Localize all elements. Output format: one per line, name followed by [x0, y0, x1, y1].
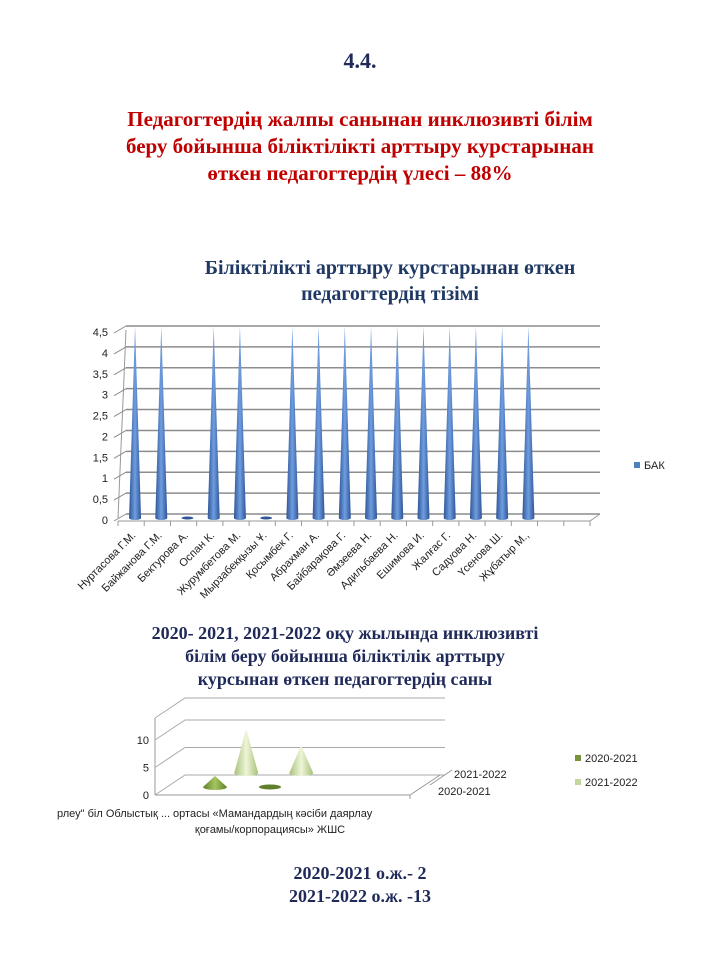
gridline-side [113, 471, 127, 480]
y-tick-label: 3,5 [93, 369, 108, 381]
chart2-title-line: 2020- 2021, 2021-2022 оқу жылында инклюз… [151, 623, 539, 643]
gridline [154, 774, 445, 796]
gridline [154, 697, 445, 719]
section-number: 4.4. [343, 48, 377, 73]
bar-cone [286, 326, 299, 520]
bar-cone [365, 326, 378, 520]
bar-cone [496, 326, 509, 520]
y-tick-label: 5 [143, 763, 149, 775]
bar-cone [259, 784, 281, 790]
legend-label: 2021-2022 [585, 777, 638, 789]
legend-label: БАК [644, 460, 665, 472]
y-tick-label: 1 [102, 473, 108, 485]
gridline-side [113, 409, 127, 417]
depth-label: 2020-2021 [438, 786, 491, 798]
gridline-side [113, 513, 127, 522]
x-axis [155, 774, 441, 799]
gridline-side [113, 450, 127, 459]
bar-cone [203, 776, 227, 790]
y-tick-label: 2 [102, 431, 108, 443]
y-tick-label: 3 [102, 390, 108, 402]
chart1-title: Біліктілікті арттыру курстарынан өткен п… [30, 255, 720, 307]
y-tick-label: 1,5 [93, 452, 108, 464]
bar-cone [443, 326, 456, 520]
gridline-side [113, 325, 127, 334]
bar-cone [155, 326, 168, 520]
bar-cone [312, 326, 325, 520]
bar-cone [417, 326, 430, 520]
footer-line: 2021-2022 о.ж. -13 [288, 886, 432, 906]
footer-line: 2020-2021 о.ж.- 2 [293, 863, 427, 883]
legend-swatch [575, 779, 581, 785]
bar-cone [181, 516, 194, 520]
y-tick-label: 10 [137, 735, 149, 747]
heading: Педагогтердің жалпы санынан инклюзивті б… [0, 106, 720, 187]
bar-cone [391, 326, 404, 520]
heading-line: беру бойынша біліктілікті арттыру курста… [125, 134, 595, 158]
depth-axis [429, 769, 453, 786]
gridline-side [113, 388, 127, 397]
bar-cone [522, 326, 535, 520]
bar-cone [234, 729, 259, 776]
bar-cone [289, 745, 314, 777]
chart1-title-line: педагогтердің тізімі [301, 283, 479, 305]
bar-cone [233, 326, 246, 520]
x-tick-label: рлеу" біл Облыстық ... ортасы «Мамандард… [57, 808, 373, 820]
footer-summary: 2020-2021 о.ж.- 2 2021-2022 о.ж. -13 [0, 862, 720, 908]
chart1-title-line: Біліктілікті арттыру курстарынан өткен [204, 257, 576, 279]
heading-line: Педагогтердің жалпы санынан инклюзивті б… [127, 107, 593, 131]
y-tick-label: 0,5 [93, 494, 108, 506]
bar-cone [469, 326, 482, 520]
gridline-side [113, 346, 127, 355]
depth-label: 2021-2022 [454, 769, 507, 781]
legend-label: 2020-2021 [585, 753, 638, 765]
gridline-side [113, 492, 127, 501]
y-tick-label: 2,5 [93, 411, 108, 423]
gridline-side [113, 430, 127, 438]
x-tick-label: қоғамы/корпорациясы» ЖШС [195, 824, 345, 836]
bar-cone [260, 516, 273, 520]
y-tick-label: 0 [102, 515, 108, 527]
chart2-title-line: білім беру бойынша біліктілік арттыру [185, 646, 505, 666]
heading-line: өткен педагогтердің үлесі – 88% [207, 161, 513, 185]
y-tick-label: 0 [143, 790, 149, 802]
chart2-title: 2020- 2021, 2021-2022 оқу жылында инклюз… [0, 622, 705, 691]
y-tick-label: 4,5 [93, 327, 108, 339]
bar-cone [338, 326, 351, 520]
gridline [154, 747, 445, 768]
gridline-side [113, 367, 127, 376]
bar-cone [207, 326, 220, 520]
legend-swatch [634, 462, 640, 468]
bar-cone [129, 326, 142, 520]
y-axis [117, 329, 127, 519]
gridline [154, 719, 445, 741]
y-tick-label: 4 [102, 348, 108, 360]
chart2-title-line: курсынан өткен педагогтердің саны [197, 669, 493, 689]
legend-swatch [575, 755, 581, 761]
